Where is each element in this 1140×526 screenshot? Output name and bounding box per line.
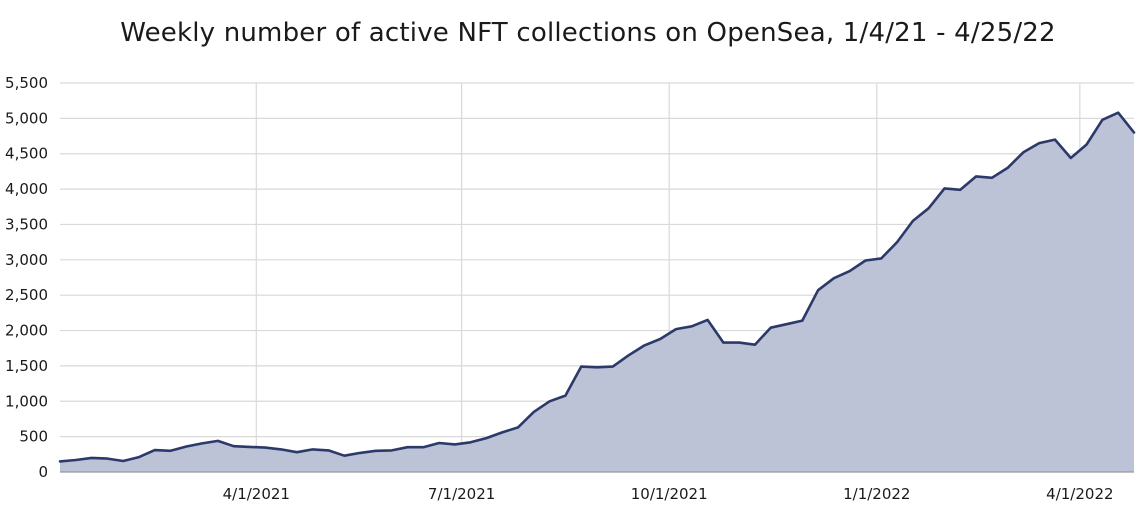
data-point: [689, 323, 695, 329]
y-tick-label: 1,000: [5, 392, 48, 410]
data-point: [278, 446, 284, 452]
data-point: [247, 444, 253, 450]
data-point: [341, 453, 347, 459]
data-point: [878, 255, 884, 261]
data-point: [910, 218, 916, 224]
y-tick-label: 500: [19, 428, 48, 446]
data-point: [626, 352, 632, 358]
y-tick-label: 0: [38, 463, 48, 481]
data-point: [1020, 149, 1026, 155]
data-point: [436, 440, 442, 446]
data-point: [815, 287, 821, 293]
area-fill: [60, 112, 1134, 472]
area-layer: [58, 111, 1136, 472]
data-point: [215, 438, 221, 444]
y-tick-label: 4,500: [5, 145, 48, 163]
data-point: [610, 364, 616, 370]
data-point: [357, 450, 363, 456]
y-tick-label: 4,000: [5, 180, 48, 198]
data-point: [768, 325, 774, 331]
data-point: [499, 429, 505, 435]
y-tick-label: 5,500: [5, 74, 48, 92]
x-tick-label: 1/1/2022: [843, 485, 910, 503]
data-point: [310, 446, 316, 452]
data-point: [152, 447, 158, 453]
x-tick-labels: 4/1/2021 7/1/2021 10/1/2021 1/1/2022 4/1/202…: [223, 485, 1114, 503]
data-point: [736, 340, 742, 346]
data-point: [926, 205, 932, 211]
data-point: [183, 444, 189, 450]
data-point: [120, 458, 126, 464]
data-point: [104, 456, 110, 462]
data-point: [799, 318, 805, 324]
data-point: [57, 458, 63, 464]
x-tick-label: 10/1/2021: [631, 485, 708, 503]
x-tick-label: 4/1/2022: [1046, 485, 1113, 503]
y-tick-labels: 0 500 1,000 1,500 2,000 2,500 3,000 3,500 4,000 4…: [5, 74, 48, 481]
data-point: [1036, 140, 1042, 146]
data-point: [973, 173, 979, 179]
data-point: [531, 409, 537, 415]
data-point: [720, 340, 726, 346]
data-point: [957, 187, 963, 193]
chart-title: Weekly number of active NFT collections …: [120, 18, 1056, 48]
x-tick-label: 7/1/2021: [428, 485, 495, 503]
data-point: [326, 447, 332, 453]
data-point: [420, 444, 426, 450]
data-point: [989, 175, 995, 181]
y-tick-label: 3,500: [5, 215, 48, 233]
data-point: [168, 448, 174, 454]
data-point: [578, 364, 584, 370]
y-tick-label: 2,000: [5, 322, 48, 340]
data-point: [641, 342, 647, 348]
data-point: [1115, 110, 1121, 116]
data-point: [562, 393, 568, 399]
data-point: [452, 441, 458, 447]
data-point: [752, 342, 758, 348]
data-point: [1005, 165, 1011, 171]
data-point: [199, 440, 205, 446]
data-point: [1099, 117, 1105, 123]
data-point: [73, 457, 79, 463]
data-point: [483, 435, 489, 441]
y-tick-label: 5,000: [5, 109, 48, 127]
data-point: [831, 275, 837, 281]
data-point: [389, 447, 395, 453]
data-point: [262, 445, 268, 451]
data-point: [863, 258, 869, 264]
data-point: [1084, 142, 1090, 148]
series-line: [58, 111, 1136, 463]
data-point: [547, 398, 553, 404]
data-point: [673, 326, 679, 332]
data-point: [594, 364, 600, 370]
data-point: [705, 317, 711, 323]
data-point: [657, 336, 663, 342]
data-point: [942, 185, 948, 191]
data-point: [1052, 137, 1058, 143]
data-point: [231, 443, 237, 449]
y-tick-label: 1,500: [5, 357, 48, 375]
data-point: [373, 448, 379, 454]
data-point: [515, 424, 521, 430]
y-tick-label: 2,500: [5, 286, 48, 304]
data-point: [784, 321, 790, 327]
data-point: [405, 444, 411, 450]
data-point: [894, 239, 900, 245]
data-point: [89, 455, 95, 461]
data-point: [136, 454, 142, 460]
x-tick-label: 4/1/2021: [223, 485, 290, 503]
data-point: [468, 439, 474, 445]
y-tick-label: 3,000: [5, 251, 48, 269]
data-point: [1068, 155, 1074, 161]
data-point: [294, 449, 300, 455]
data-point: [847, 268, 853, 274]
data-point: [1131, 130, 1137, 136]
